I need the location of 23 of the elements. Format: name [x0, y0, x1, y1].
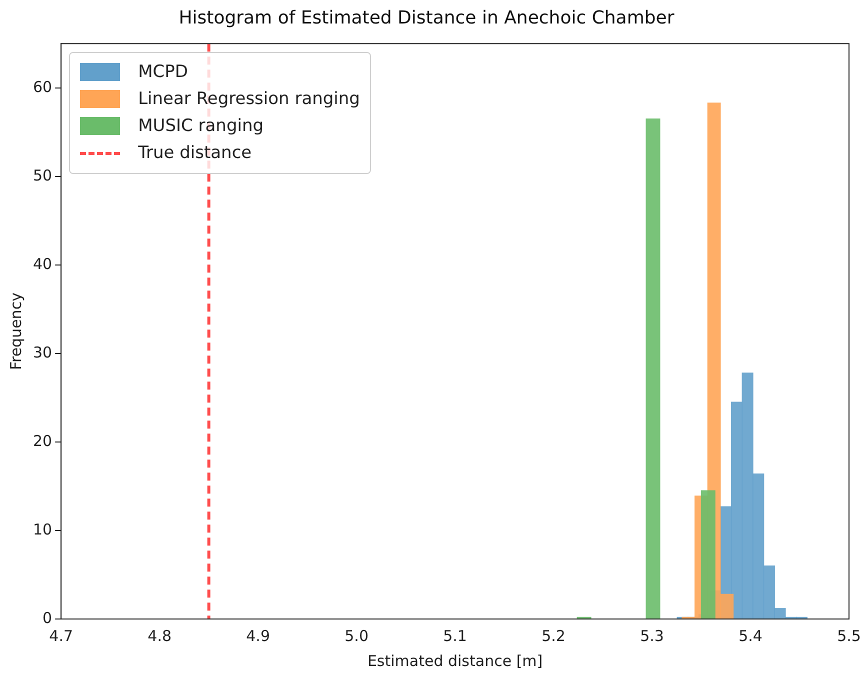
legend-label: Linear Regression ranging — [138, 89, 360, 110]
y-tick-label: 50 — [32, 166, 52, 184]
x-tick-label: 4.7 — [49, 626, 74, 645]
legend-label: MCPD — [138, 62, 188, 82]
y-tick-label: 40 — [32, 254, 52, 273]
x-tick-label: 5.3 — [640, 626, 664, 645]
x-tick-label: 5.1 — [443, 626, 467, 645]
y-axis-title: Frequency — [6, 292, 25, 370]
ref-line-label: True distance — [138, 143, 252, 164]
x-axis-title: Estimated distance [m] — [367, 652, 543, 670]
x-tick-label: 4.9 — [246, 626, 270, 645]
x-tick-label: 5.2 — [542, 626, 566, 645]
y-tick-label: 30 — [32, 343, 52, 362]
y-tick-label: 10 — [32, 520, 52, 538]
y-tick-label: 0 — [42, 608, 52, 627]
y-tick-label: 20 — [32, 432, 52, 450]
x-tick-label: 5.0 — [344, 626, 368, 645]
chart-title: Histogram of Estimated Distance in Anechoic Chamber — [178, 7, 675, 28]
x-tick-label: 5.4 — [738, 626, 762, 645]
y-tick-label: 60 — [32, 78, 52, 96]
x-tick-label: 4.8 — [148, 626, 172, 645]
legend-label: MUSIC ranging — [138, 116, 264, 136]
x-tick-label: 5.5 — [837, 626, 861, 645]
